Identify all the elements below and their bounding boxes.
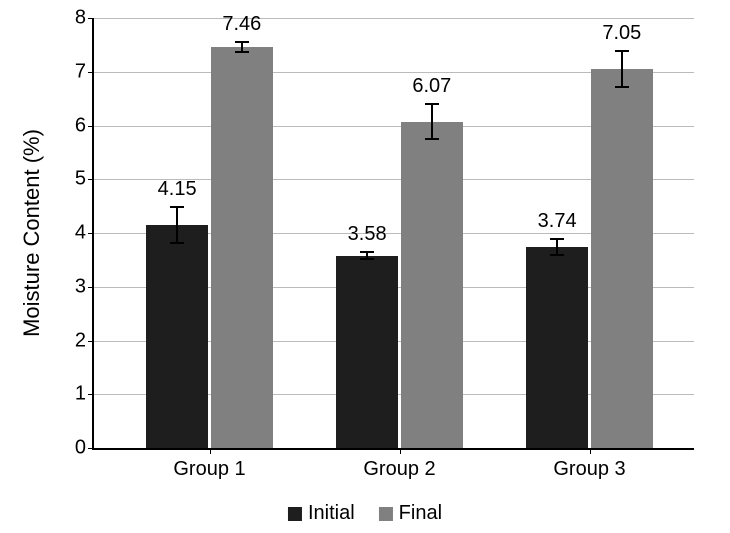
ytick-label: 6 xyxy=(75,114,94,137)
errorbar-cap xyxy=(615,50,629,52)
legend-swatch xyxy=(379,507,393,521)
bar-value-label: 6.07 xyxy=(412,75,451,98)
y-axis-label: Moisture Content (%) xyxy=(19,129,45,337)
bar-value-label: 3.58 xyxy=(348,223,387,246)
errorbar-stem xyxy=(176,207,178,242)
ytick-label: 2 xyxy=(75,329,94,352)
bar-final xyxy=(591,69,654,448)
ytick-label: 5 xyxy=(75,168,94,191)
legend-swatch xyxy=(288,507,302,521)
chart-root: 0 1 2 3 4 5 6 7 8 4.15 7.46 Group 1 3.58 6.07 Group 2 3… xyxy=(0,0,730,533)
errorbar-cap xyxy=(170,206,184,208)
ytick-label: 8 xyxy=(75,7,94,30)
category-label: Group 2 xyxy=(363,448,435,481)
errorbar-stem xyxy=(621,51,623,86)
errorbar-cap xyxy=(425,103,439,105)
legend-item-final: Final xyxy=(379,502,442,525)
errorbar-cap xyxy=(360,251,374,253)
legend-label: Final xyxy=(399,502,442,525)
errorbar-stem xyxy=(431,104,433,139)
plot-area: 0123456784.157.46Group 13.586.07Group 23… xyxy=(92,18,694,450)
ytick-label: 0 xyxy=(75,437,94,460)
errorbar-cap xyxy=(170,242,184,244)
errorbar-cap xyxy=(235,41,249,43)
errorbar-cap xyxy=(235,51,249,53)
ytick-label: 7 xyxy=(75,60,94,83)
bar-initial xyxy=(526,247,589,448)
legend-label: Initial xyxy=(308,502,355,525)
ytick-label: 4 xyxy=(75,222,94,245)
bar-final xyxy=(211,47,274,448)
bar-initial xyxy=(146,225,209,448)
bar-value-label: 4.15 xyxy=(158,178,197,201)
errorbar-cap xyxy=(360,258,374,260)
errorbar-cap xyxy=(425,138,439,140)
legend: Initial Final xyxy=(288,502,442,525)
bar-value-label: 3.74 xyxy=(538,210,577,233)
bar-value-label: 7.05 xyxy=(602,22,641,45)
errorbar-cap xyxy=(550,238,564,240)
errorbar-stem xyxy=(556,239,558,255)
bar-value-label: 7.46 xyxy=(222,13,261,36)
legend-item-initial: Initial xyxy=(288,502,355,525)
gridline xyxy=(94,18,694,19)
ytick-label: 1 xyxy=(75,383,94,406)
category-label: Group 3 xyxy=(553,448,625,481)
errorbar-cap xyxy=(550,254,564,256)
bar-final xyxy=(401,122,464,448)
errorbar-cap xyxy=(615,86,629,88)
bar-initial xyxy=(336,256,399,448)
category-label: Group 1 xyxy=(173,448,245,481)
ytick-label: 3 xyxy=(75,275,94,298)
